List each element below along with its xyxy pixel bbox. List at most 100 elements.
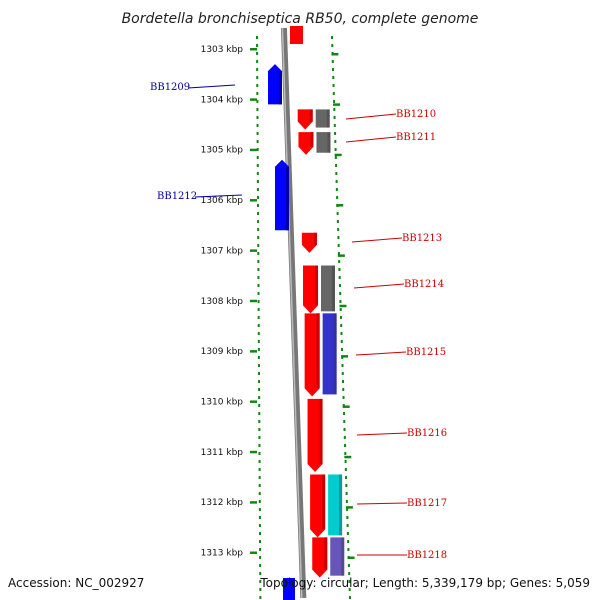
partial-gene bbox=[283, 578, 295, 600]
guide-dot bbox=[331, 60, 334, 63]
guide-dot bbox=[256, 52, 259, 55]
tick-mark-left bbox=[250, 501, 257, 504]
tick-label: 1303 kbp bbox=[201, 45, 244, 55]
guide-dot bbox=[332, 76, 335, 79]
guide-dot bbox=[257, 220, 260, 223]
gene-label-bb1214[interactable]: BB1214 bbox=[404, 279, 444, 290]
label-leader bbox=[353, 283, 405, 289]
guide-dot bbox=[339, 300, 342, 303]
backbone-highlight bbox=[281, 27, 303, 599]
guide-dot bbox=[337, 228, 340, 231]
gene-label-bb1212[interactable]: BB1212 bbox=[157, 191, 197, 202]
gene-shade bbox=[286, 166, 289, 231]
guide-dot bbox=[256, 140, 259, 143]
guide-dot bbox=[257, 348, 260, 351]
guide-dot bbox=[346, 532, 349, 535]
gene-label-bb1215[interactable]: BB1215 bbox=[406, 347, 446, 358]
guide-dot bbox=[258, 380, 261, 383]
guide-dot bbox=[256, 148, 259, 151]
guide-dot bbox=[257, 276, 260, 279]
gene-label-bb1213[interactable]: BB1213 bbox=[402, 233, 442, 244]
guide-dot bbox=[345, 492, 348, 495]
guide-dot bbox=[256, 172, 259, 175]
guide-dot bbox=[257, 284, 260, 287]
gene-label-bb1217[interactable]: BB1217 bbox=[407, 498, 447, 509]
guide-dot bbox=[258, 396, 261, 399]
cog-bb1218 bbox=[330, 537, 345, 576]
guide-dot bbox=[256, 188, 259, 191]
guide-dot bbox=[332, 68, 335, 71]
tick-label: 1310 kbp bbox=[201, 397, 244, 407]
guide-dot bbox=[256, 92, 259, 95]
guide-dot bbox=[256, 196, 259, 199]
guide-dot bbox=[337, 236, 340, 239]
tick-mark-left bbox=[250, 350, 257, 353]
guide-dot bbox=[259, 596, 262, 599]
guide-dot bbox=[258, 404, 261, 407]
gene-shade bbox=[313, 232, 317, 245]
guide-dot bbox=[256, 44, 259, 47]
gene-label-bb1218[interactable]: BB1218 bbox=[407, 550, 447, 561]
guide-dot bbox=[258, 516, 261, 519]
guide-dot bbox=[258, 476, 261, 479]
tick-label: 1312 kbp bbox=[201, 498, 244, 508]
tick-mark-right bbox=[339, 304, 347, 308]
gene-bb1209 bbox=[268, 64, 282, 105]
guide-dot bbox=[257, 212, 260, 215]
guide-dot bbox=[257, 356, 260, 359]
guide-dot bbox=[336, 212, 339, 215]
guide-dot bbox=[336, 220, 339, 223]
cog-shade bbox=[339, 474, 343, 536]
guide-dot bbox=[338, 284, 341, 287]
tick-mark-right bbox=[336, 204, 344, 207]
gene-label-bb1211[interactable]: BB1211 bbox=[396, 132, 436, 143]
guide-dot bbox=[335, 188, 338, 191]
tick-mark-right bbox=[344, 455, 352, 459]
guide-dot bbox=[332, 92, 335, 95]
tick-mark-left bbox=[250, 98, 257, 101]
guide-dot bbox=[258, 532, 261, 535]
gene-shade bbox=[309, 109, 313, 122]
tick-mark-right bbox=[334, 153, 342, 157]
guide-dot bbox=[257, 300, 260, 303]
gene-label-bb1209[interactable]: BB1209 bbox=[150, 82, 190, 93]
label-leader bbox=[355, 351, 407, 356]
guide-dot bbox=[347, 548, 350, 551]
guide-dot bbox=[258, 500, 261, 503]
cog-shade bbox=[341, 537, 345, 576]
tick-mark-right bbox=[345, 506, 353, 509]
tick-mark-right bbox=[341, 355, 349, 358]
guide-dot bbox=[259, 548, 262, 551]
tick-mark-left bbox=[250, 551, 257, 554]
guide-dot bbox=[256, 68, 259, 71]
guide-dot bbox=[257, 260, 260, 263]
guide-dot bbox=[256, 100, 259, 103]
guide-dot bbox=[258, 428, 261, 431]
guide-dot bbox=[256, 36, 258, 39]
genome-summary-text: Topology: circular; Length: 5,339,179 bp… bbox=[259, 576, 590, 590]
guide-dot bbox=[338, 276, 341, 279]
guide-dot bbox=[259, 556, 262, 559]
guide-dot bbox=[344, 460, 347, 463]
guide-dot bbox=[256, 164, 259, 167]
guide-dot bbox=[339, 292, 342, 295]
guide-dot bbox=[257, 324, 260, 327]
tick-label: 1304 kbp bbox=[201, 95, 244, 105]
guide-dot bbox=[335, 172, 338, 175]
guide-dot bbox=[257, 228, 260, 231]
guide-dot bbox=[256, 84, 259, 87]
cog-bb1215 bbox=[322, 313, 337, 395]
gene-bb1218 bbox=[312, 537, 328, 578]
gene-label-bb1216[interactable]: BB1216 bbox=[407, 428, 447, 439]
guide-dot bbox=[257, 316, 260, 319]
gene-shade bbox=[319, 398, 323, 464]
guide-dot bbox=[338, 260, 341, 263]
tick-mark-right bbox=[347, 556, 355, 559]
tick-mark-left bbox=[250, 400, 257, 403]
guide-dot bbox=[341, 372, 344, 375]
guide-dot bbox=[332, 84, 335, 87]
cog-shade bbox=[326, 109, 330, 128]
gene-label-bb1210[interactable]: BB1210 bbox=[396, 109, 436, 120]
guide-dot bbox=[346, 516, 349, 519]
gene-bb1211 bbox=[298, 132, 314, 155]
